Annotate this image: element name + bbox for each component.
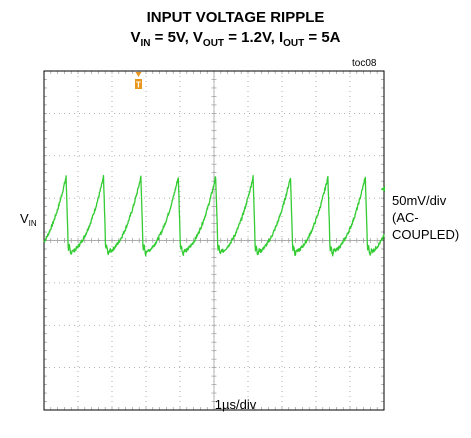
chart-subtitle: VIN = 5V, VOUT = 1.2V, IOUT = 5A: [0, 29, 471, 49]
subtitle-vin-value: = 5V,: [150, 29, 193, 46]
vertical-scale-label: 50mV/div: [392, 193, 447, 208]
subtitle-vout-symbol: V: [192, 29, 203, 46]
channel-label-symbol: V: [20, 211, 29, 226]
toc-label: toc08: [352, 58, 377, 69]
channel-label: VIN: [20, 210, 37, 229]
svg-text:T: T: [136, 81, 141, 90]
vertical-scale-info: 50mV/div (AC-COUPLED): [392, 192, 471, 243]
subtitle-vout-value: = 1.2V,: [224, 29, 279, 46]
chart-title: INPUT VOLTAGE RIPPLE: [146, 9, 325, 26]
trigger-marker-icon: T: [135, 72, 142, 90]
scope-grid: [44, 71, 384, 410]
subtitle-iout-symbol: I: [278, 29, 284, 46]
subtitle-iout-subscript: OUT: [283, 38, 305, 49]
timebase-label: 1µs/div: [214, 397, 257, 412]
trigger-t-icon: [135, 79, 142, 89]
trigger-arrow-icon: [135, 72, 142, 77]
subtitle-vin-symbol: V: [130, 29, 141, 46]
channel-label-subscript: IN: [28, 219, 37, 228]
subtitle-vout-subscript: OUT: [202, 38, 225, 49]
coupling-label: (AC-COUPLED): [392, 210, 460, 242]
channel-level-marker-icon: [381, 186, 385, 192]
subtitle-iout-value: = 5A: [304, 29, 341, 46]
vin-ripple-trace: [43, 174, 385, 257]
subtitle-vin-subscript: IN: [140, 38, 151, 49]
